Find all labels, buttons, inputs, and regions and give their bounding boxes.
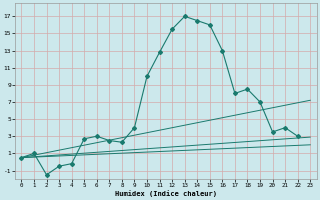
X-axis label: Humidex (Indice chaleur): Humidex (Indice chaleur) xyxy=(115,190,217,197)
